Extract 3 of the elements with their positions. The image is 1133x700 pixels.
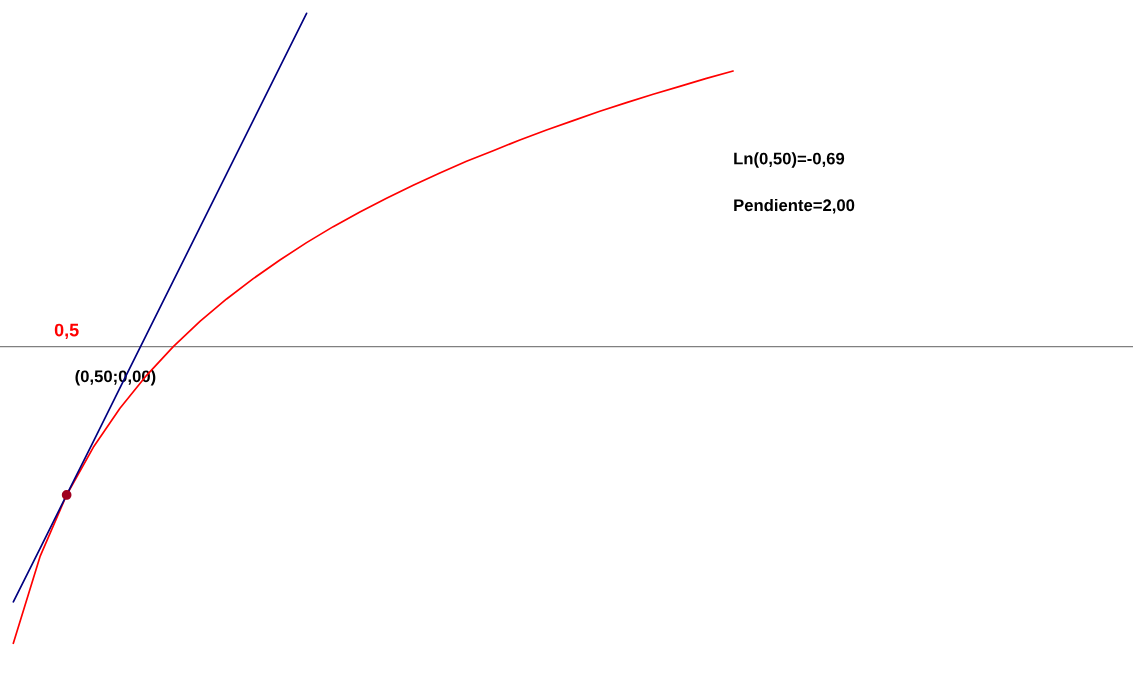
annotation: Pendiente=2,00: [734, 198, 855, 214]
annotation: Ln(0,50)=-0,69: [734, 152, 845, 168]
annotation: 0,5: [54, 323, 79, 340]
